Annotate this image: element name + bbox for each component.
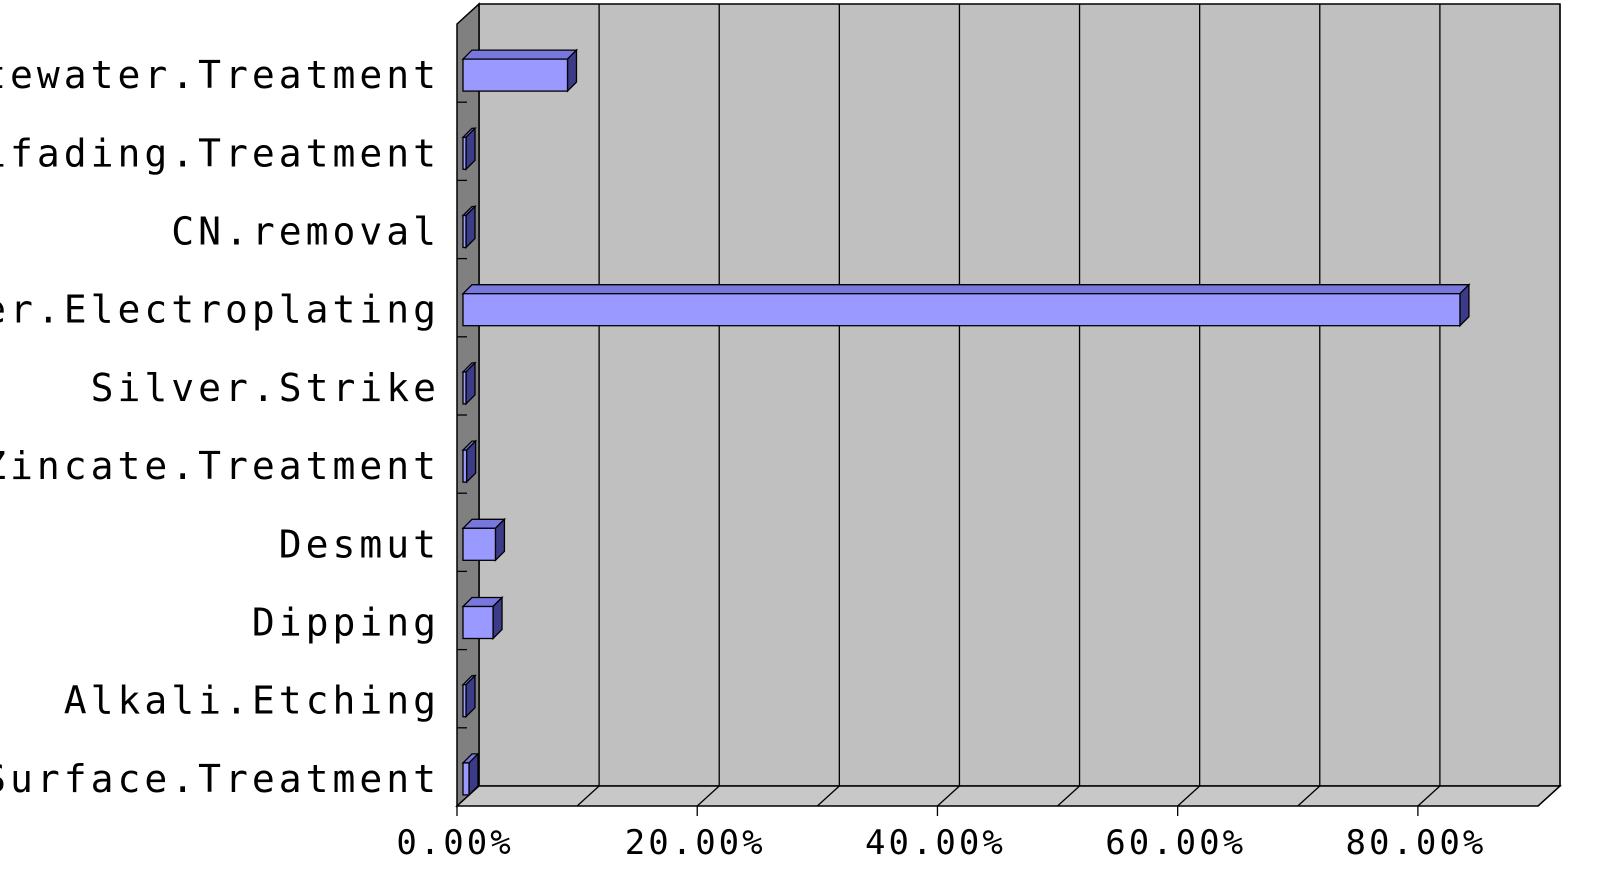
floor-gridline	[1177, 785, 1201, 807]
gridlines	[457, 4, 1561, 807]
floor-gridline	[696, 785, 720, 807]
category-label: Silver.Strike	[91, 366, 440, 410]
category-label: Dipping	[252, 601, 440, 645]
bar-front	[462, 136, 467, 170]
x-tick-label: 60.00%	[1105, 823, 1246, 863]
category-label: Alkali.Etching	[64, 679, 440, 723]
bar	[461, 674, 477, 719]
x-axis-ticks: 0.00% 20.00% 40.00% 60.00% 80.00%	[396, 806, 1486, 863]
category-labels: Wastewater.Treatment Antifading.Treatment…	[0, 53, 440, 801]
bars	[461, 48, 1471, 797]
bar-front	[462, 214, 467, 249]
floor-gridline	[576, 785, 600, 807]
x-tick-label: 0.00%	[396, 823, 513, 863]
floor-gridline	[937, 785, 960, 807]
floor	[455, 785, 1562, 807]
category-label: Wastewater.Treatment	[0, 53, 440, 97]
bar	[461, 439, 478, 484]
floor-gridline	[1297, 785, 1321, 807]
bar	[461, 126, 477, 171]
x-tick-label: 20.00%	[625, 823, 766, 863]
bar	[461, 752, 480, 797]
bar-front	[462, 527, 497, 561]
bar-front	[462, 293, 1461, 327]
bar-front	[462, 58, 569, 92]
bar	[461, 361, 477, 406]
category-label: Desmut	[279, 522, 440, 566]
category-label: Silver.Electroplating	[0, 288, 440, 332]
floor-gridline	[1057, 785, 1080, 807]
floor-gridline	[816, 785, 840, 807]
back-wall	[478, 3, 1561, 787]
bar-front	[462, 762, 470, 796]
bar-front	[462, 449, 468, 483]
bar-top	[461, 49, 579, 60]
category-label: Antifading.Treatment	[0, 131, 440, 175]
category-label: Surface.Treatment	[0, 757, 440, 801]
bar-front	[462, 371, 467, 405]
x-tick-label: 80.00%	[1345, 823, 1486, 863]
plot-walls	[455, 2, 1562, 808]
bar	[461, 283, 1471, 328]
bar	[461, 48, 579, 93]
bar-front	[462, 684, 467, 718]
bar-top	[461, 284, 1471, 295]
x-tick-label: 40.00%	[865, 823, 1006, 863]
bar	[461, 204, 477, 250]
floor-gridline	[1417, 785, 1441, 807]
floor-gridline	[1537, 785, 1561, 807]
bar	[461, 595, 504, 641]
category-label: CN.removal	[171, 210, 440, 254]
bar-front	[462, 605, 494, 640]
bar	[461, 517, 507, 562]
category-label: Zincate.Treatment	[0, 444, 440, 488]
